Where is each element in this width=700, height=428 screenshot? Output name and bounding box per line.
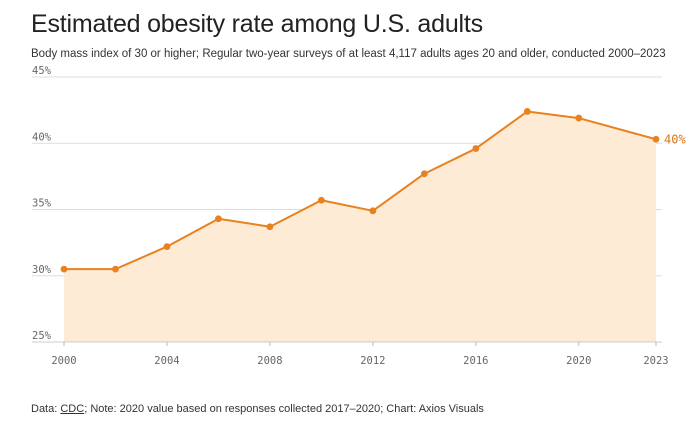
y-tick-label: 40% bbox=[32, 131, 52, 143]
y-tick-label: 45% bbox=[32, 65, 52, 77]
x-tick-label: 2012 bbox=[360, 355, 385, 367]
chart-subtitle: Body mass index of 30 or higher; Regular… bbox=[31, 48, 666, 60]
y-tick-label: 30% bbox=[32, 264, 52, 276]
series-line bbox=[64, 110, 657, 271]
data-point-2000 bbox=[60, 265, 68, 273]
data-point-2023 bbox=[652, 135, 660, 143]
y-tick-label: 25% bbox=[32, 330, 52, 342]
data-point-2002 bbox=[112, 265, 119, 273]
data-point-2006 bbox=[215, 215, 222, 223]
x-tick-label: 2016 bbox=[463, 355, 488, 367]
footer-rest: ; Note: 2020 value based on responses co… bbox=[84, 403, 484, 415]
y-tick-label: 35% bbox=[32, 198, 52, 210]
data-point-2008 bbox=[266, 223, 274, 231]
footer-note: Data: CDC; Note: 2020 value based on res… bbox=[31, 403, 484, 415]
chart-title: Estimated obesity rate among U.S. adults bbox=[31, 10, 483, 38]
end-value-label: 40% bbox=[664, 132, 686, 146]
data-point-2020 bbox=[575, 114, 583, 122]
data-point-2016 bbox=[472, 145, 480, 152]
area-fill bbox=[64, 111, 656, 342]
x-tick-label: 2020 bbox=[566, 355, 591, 367]
data-point-2012 bbox=[369, 207, 377, 215]
data-point-2010 bbox=[317, 196, 325, 204]
source-link[interactable]: CDC bbox=[60, 403, 85, 415]
data-point-2004 bbox=[163, 243, 171, 251]
x-tick-label: 2000 bbox=[51, 355, 76, 367]
data-point-2018 bbox=[523, 108, 531, 115]
x-tick-label: 2004 bbox=[154, 355, 179, 367]
x-tick-label: 2008 bbox=[257, 355, 282, 367]
footer-prefix: Data: bbox=[31, 403, 61, 415]
data-point-2014 bbox=[420, 170, 428, 178]
obesity-chart: 25% 30% 35% 40% 45% 2000 2004 2008 2012 2016 2020 2… bbox=[32, 65, 686, 367]
x-tick-label: 2023 bbox=[643, 355, 668, 367]
